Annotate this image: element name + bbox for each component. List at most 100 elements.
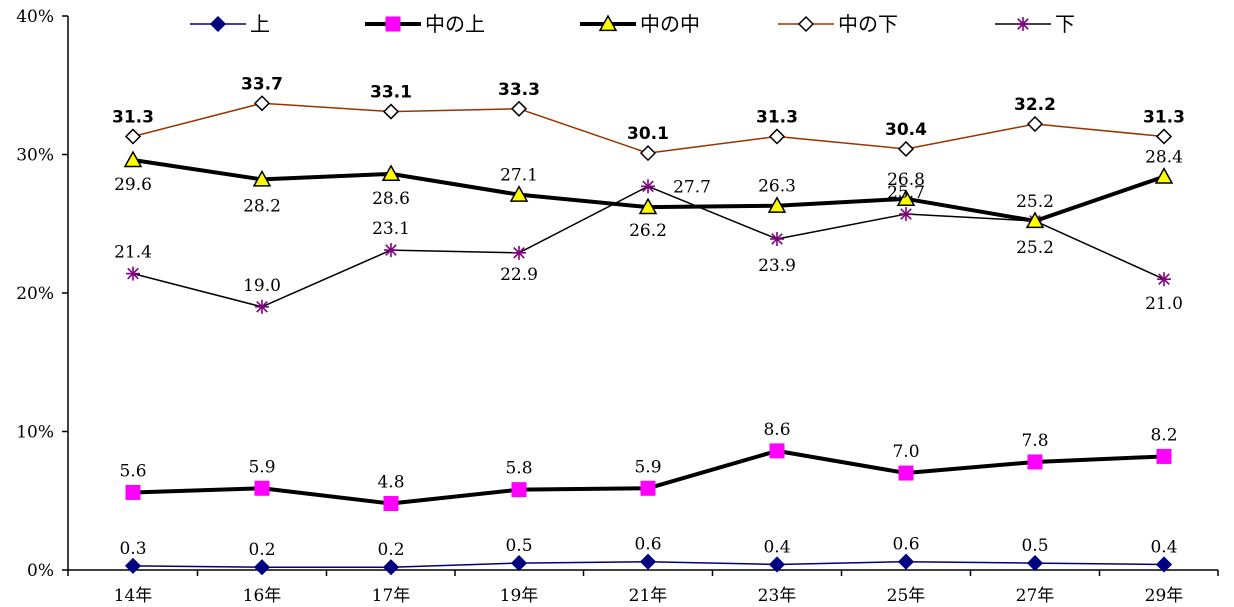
data-label: 28.6 [372,189,410,209]
data-label: 30.1 [627,124,669,144]
data-point [1157,272,1171,287]
data-label: 21.4 [114,243,152,263]
data-label: 33.3 [498,80,540,100]
data-point [639,553,657,570]
data-label: 33.7 [241,74,283,94]
data-label: 0.5 [505,536,532,556]
legend-label: 中の下 [838,12,898,36]
data-point [641,179,655,194]
x-tick-label: 19年 [500,586,539,606]
data-label: 0.3 [119,539,146,559]
data-label: 0.4 [1150,537,1177,557]
data-label: 0.6 [634,535,661,555]
data-point [768,128,786,145]
data-point [384,243,398,258]
data-point [638,197,658,215]
data-label: 0.6 [892,535,919,555]
x-tick-label: 25年 [887,586,926,606]
x-tick-label: 27年 [1016,586,1055,606]
x-tick-label: 21年 [629,586,668,606]
data-label: 8.6 [763,420,790,440]
data-point [124,128,142,145]
data-point [897,553,915,570]
data-point [510,555,528,572]
legend-label: 中の上 [425,12,485,36]
data-label: 26.2 [629,221,667,241]
data-label: 5.9 [634,457,661,477]
data-label: 25.2 [1016,238,1054,258]
data-point [510,100,528,117]
data-point [1026,115,1044,133]
data-label: 31.3 [756,107,798,127]
data-point [252,169,272,187]
legend-marker-icon [797,15,815,33]
data-point [511,482,527,498]
data-label: 5.8 [505,459,532,479]
data-label: 7.0 [892,442,919,462]
y-tick-label: 30% [16,146,54,166]
legend-label: 上 [250,12,270,36]
data-point [125,484,141,500]
data-label: 31.3 [1143,107,1185,127]
data-label: 22.9 [500,265,538,285]
data-label: 0.2 [377,540,404,560]
data-point [254,480,270,496]
data-point [509,185,529,202]
data-point [767,196,787,213]
data-label: 0.5 [1021,536,1048,556]
y-tick-label: 0% [27,561,54,581]
data-point [381,164,401,182]
data-point [1027,454,1043,470]
data-label: 8.2 [1150,425,1177,445]
data-point [253,559,271,576]
data-point [512,245,526,260]
data-label: 32.2 [1014,95,1056,115]
data-point [382,559,400,576]
x-tick-label: 14年 [114,586,153,606]
data-point [1155,128,1173,145]
data-point [1154,167,1174,184]
data-label: 29.6 [114,175,152,195]
data-point [382,103,400,120]
data-point [253,95,271,112]
data-label: 5.6 [119,461,146,481]
data-label: 26.3 [758,177,796,197]
data-label: 23.1 [372,219,410,239]
data-point [768,556,786,573]
data-point [897,140,915,158]
data-label: 26.8 [887,170,925,190]
data-point [383,496,399,512]
data-point [899,207,913,222]
data-point [1026,555,1044,572]
y-tick-label: 10% [16,423,54,443]
data-label: 23.9 [758,256,796,276]
y-tick-label: 40% [16,7,54,27]
x-tick-label: 17年 [372,586,411,606]
data-label: 33.1 [370,83,412,103]
data-label: 19.0 [243,276,281,296]
data-point [898,465,914,481]
legend-marker-icon [598,14,618,32]
series-markers [123,95,1174,576]
data-label: 27.7 [673,177,711,197]
data-point [1025,211,1045,229]
legend-label: 中の中 [640,12,700,36]
legend-marker-icon [385,16,401,32]
x-tick-label: 23年 [758,586,797,606]
data-point [640,480,656,496]
legend-label: 下 [1055,12,1075,36]
data-label: 25.2 [1016,192,1054,212]
y-tick-label: 20% [16,284,54,304]
data-point [1155,556,1173,573]
data-labels: 0.3 0.2 0.2 0.5 0.6 0.4 0.6 0.5 0.4 5.6 5.9 4.8 5.8 5… [112,74,1185,560]
data-label: 4.8 [377,473,404,493]
data-label: 28.2 [243,196,281,216]
data-point [770,231,784,246]
data-point [896,189,916,206]
data-label: 27.1 [500,166,538,186]
data-label: 31.3 [112,107,154,127]
data-point [126,266,140,281]
data-label: 7.8 [1021,431,1048,451]
data-point [1156,448,1172,464]
